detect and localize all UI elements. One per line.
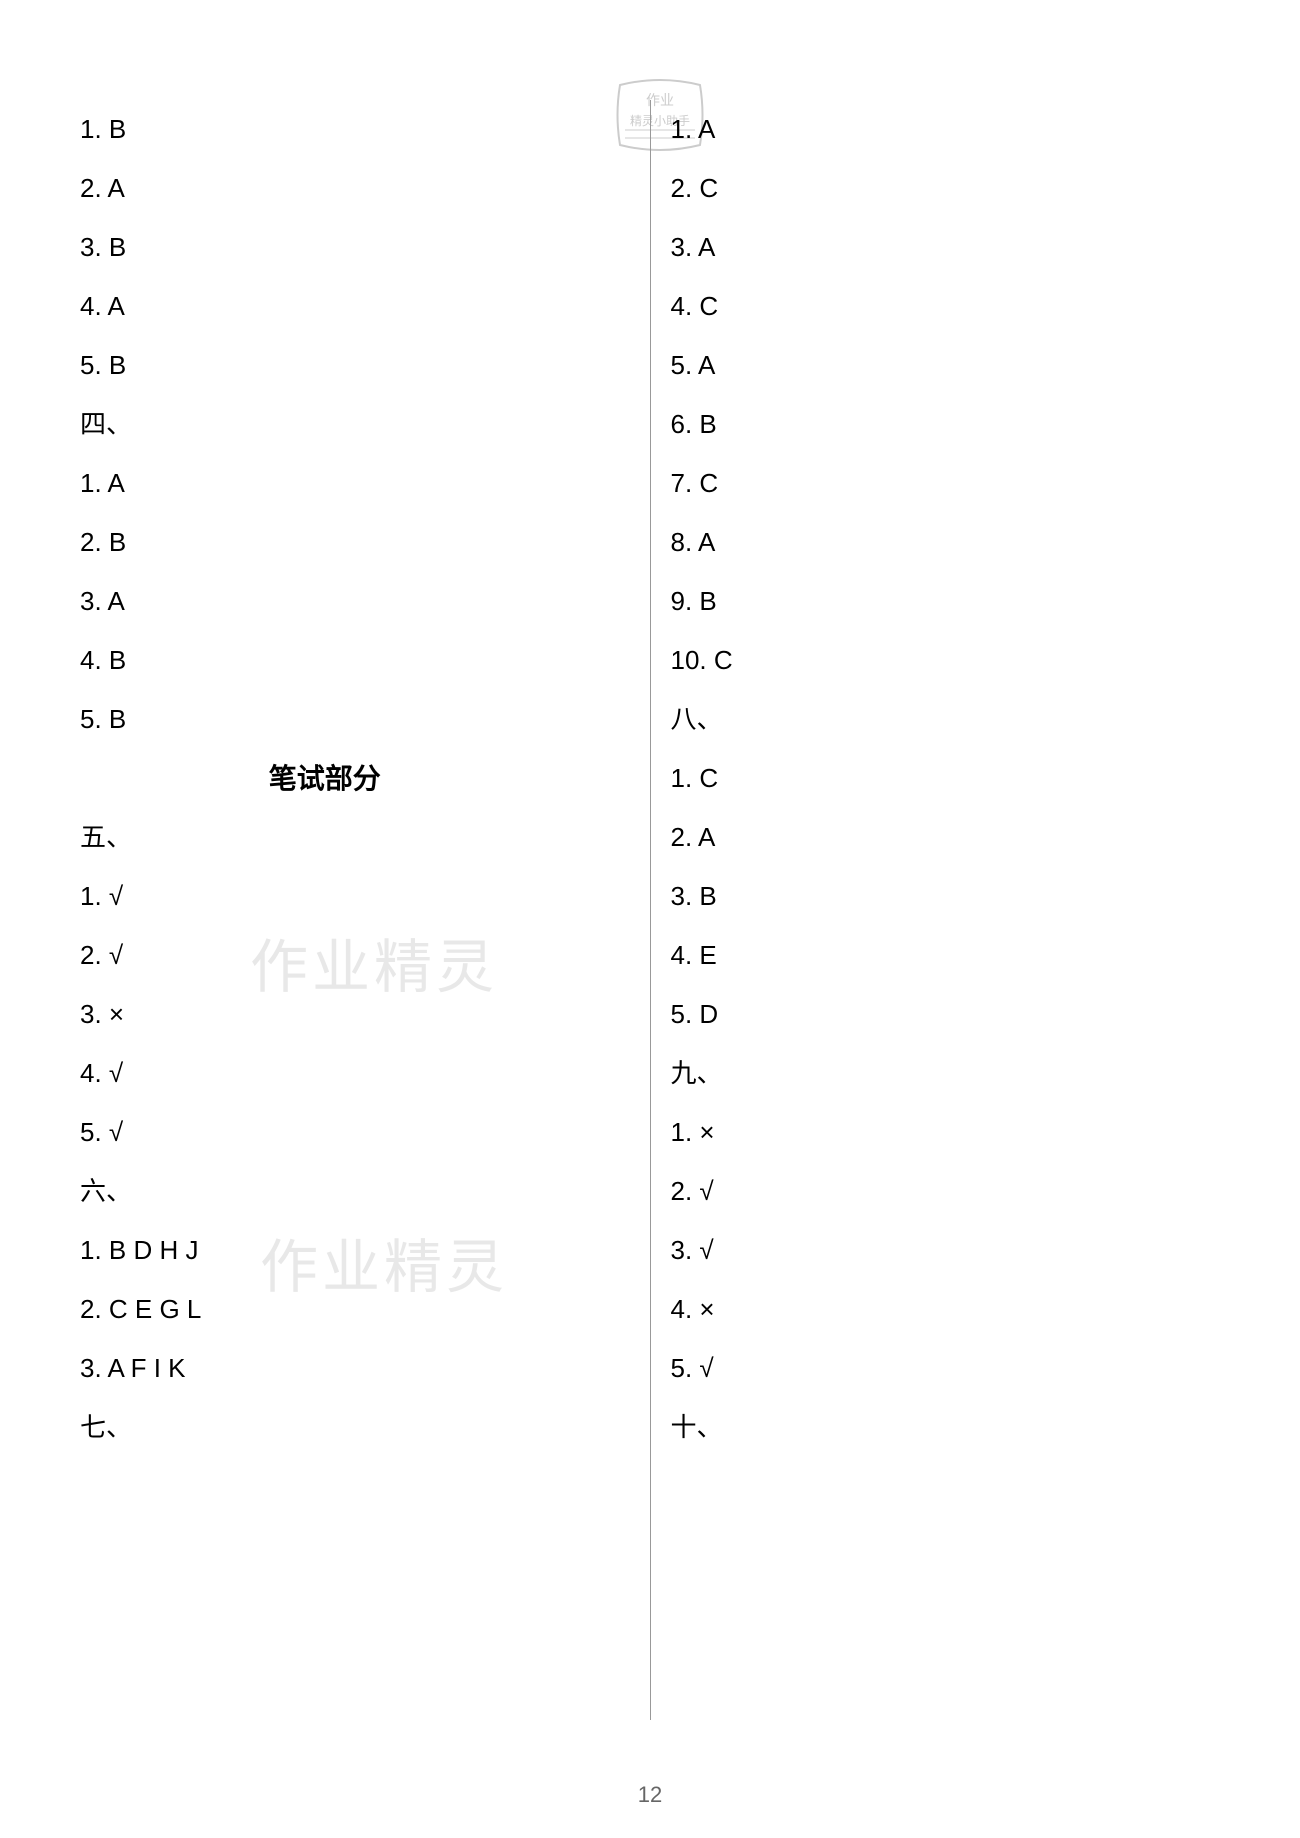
- answer-item: 8. A: [671, 513, 1221, 572]
- left-column: 1. B2. A3. B4. A5. B四、1. A2. B3. A4. B5.…: [60, 100, 650, 1720]
- section-header: 四、: [80, 395, 630, 454]
- section-header: 十、: [671, 1398, 1221, 1457]
- right-column: 1. A2. C3. A4. C5. A6. B7. C8. A9. B10. …: [651, 100, 1241, 1720]
- answer-item: 4. B: [80, 631, 630, 690]
- answer-item: 3. A: [80, 572, 630, 631]
- answer-item: 3. ×: [80, 985, 630, 1044]
- answer-item: 1. ×: [671, 1103, 1221, 1162]
- answer-item: 4. √: [80, 1044, 630, 1103]
- answer-item: 1. A: [80, 454, 630, 513]
- answer-item: 5. B: [80, 690, 630, 749]
- answer-item: 4. C: [671, 277, 1221, 336]
- answer-item: 1. √: [80, 867, 630, 926]
- answer-item: 2. √: [671, 1162, 1221, 1221]
- section-header: 八、: [671, 690, 1221, 749]
- answer-item: 2. C: [671, 159, 1221, 218]
- answer-item: 5. √: [671, 1339, 1221, 1398]
- answer-item: 2. C E G L: [80, 1280, 630, 1339]
- answer-item: 3. B: [80, 218, 630, 277]
- answer-item: 4. A: [80, 277, 630, 336]
- answer-item: 2. B: [80, 513, 630, 572]
- answer-item: 10. C: [671, 631, 1221, 690]
- answer-item: 5. D: [671, 985, 1221, 1044]
- answer-item: 6. B: [671, 395, 1221, 454]
- written-section-header: 笔试部分: [80, 749, 630, 808]
- section-header: 七、: [80, 1398, 630, 1457]
- section-header: 九、: [671, 1044, 1221, 1103]
- answer-item: 9. B: [671, 572, 1221, 631]
- answer-columns: 1. B2. A3. B4. A5. B四、1. A2. B3. A4. B5.…: [60, 100, 1240, 1720]
- answer-item: 5. A: [671, 336, 1221, 395]
- answer-item: 2. A: [80, 159, 630, 218]
- answer-item: 2. √: [80, 926, 630, 985]
- answer-item: 3. B: [671, 867, 1221, 926]
- answer-item: 2. A: [671, 808, 1221, 867]
- answer-item: 3. √: [671, 1221, 1221, 1280]
- answer-item: 1. C: [671, 749, 1221, 808]
- section-header: 六、: [80, 1162, 630, 1221]
- answer-item: 7. C: [671, 454, 1221, 513]
- answer-item: 4. E: [671, 926, 1221, 985]
- answer-item: 3. A: [671, 218, 1221, 277]
- answer-item: 1. B D H J: [80, 1221, 630, 1280]
- page-number: 12: [638, 1782, 662, 1808]
- answer-item: 3. A F I K: [80, 1339, 630, 1398]
- answer-item: 1. A: [671, 100, 1221, 159]
- answer-item: 5. B: [80, 336, 630, 395]
- section-header: 五、: [80, 808, 630, 867]
- answer-item: 1. B: [80, 100, 630, 159]
- answer-item: 4. ×: [671, 1280, 1221, 1339]
- answer-item: 5. √: [80, 1103, 630, 1162]
